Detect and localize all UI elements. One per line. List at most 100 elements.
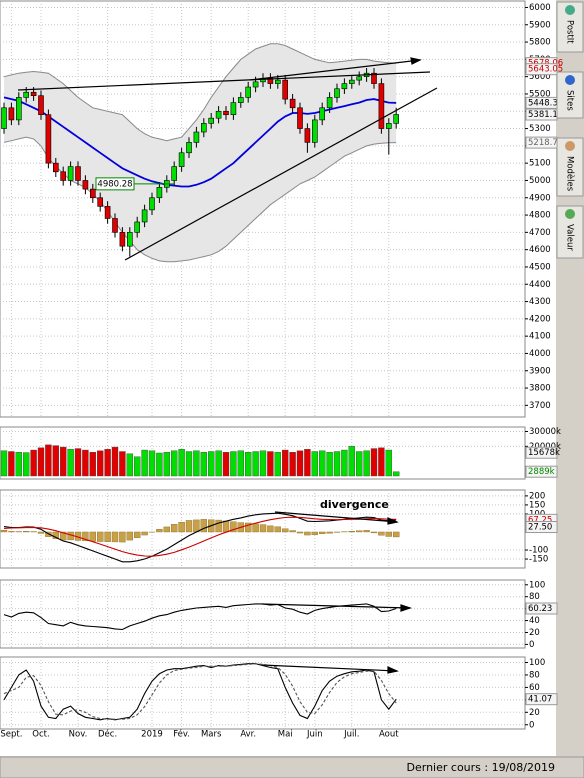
volume-bar (45, 444, 52, 477)
candle-body (52, 162, 59, 173)
histogram-bar (363, 530, 370, 533)
histogram-bar (111, 531, 119, 543)
candle-body (45, 114, 52, 164)
y-tick-label: 100 (529, 658, 545, 668)
candle-body (282, 79, 289, 100)
y-tick-label: 200 (529, 491, 545, 501)
histogram-bar (178, 522, 185, 533)
histogram-bar (82, 531, 89, 542)
histogram-bar (319, 531, 326, 534)
indicator-line (3, 96, 397, 188)
y-tick-label: 3700 (529, 401, 551, 411)
histogram-bar (393, 531, 400, 538)
volume-bar (178, 449, 185, 477)
volume-bar (141, 449, 148, 477)
volume-bar (82, 449, 89, 477)
x-tick-label: Oct. (32, 730, 49, 740)
y-tick-label: 4300 (529, 297, 551, 307)
candle-body (371, 72, 377, 84)
histogram-bar (385, 531, 392, 537)
volume-bar (215, 450, 222, 477)
y-tick-label: 30000k (529, 427, 561, 437)
x-tick-label: Fév. (173, 729, 190, 740)
volume-bar (207, 451, 215, 477)
histogram-bar (274, 526, 281, 533)
histogram-bar (141, 531, 148, 536)
y-tick-label: 4200 (529, 314, 551, 324)
x-tick-label: Juin (306, 730, 323, 740)
volume-bar (259, 450, 267, 477)
tab-label[interactable]: Modèles (565, 156, 576, 192)
volume-bar (148, 450, 156, 477)
value-tag-label: 2889k (528, 467, 555, 477)
candle-body (348, 79, 355, 84)
volume-bar (244, 452, 252, 477)
y-tick-label: 5300 (529, 124, 551, 134)
y-tick-label: 40 (529, 616, 540, 626)
histogram-bar (348, 531, 355, 533)
value-tag (525, 63, 558, 76)
x-tick-label: 2019 (141, 730, 163, 740)
arrow-head (387, 666, 399, 674)
candle-body (104, 206, 111, 219)
volume-bar (96, 450, 104, 477)
y-tick-label: 6000 (529, 3, 551, 13)
candle-body (274, 79, 281, 84)
support-line (124, 87, 438, 261)
side-tabs: PostIt Sites Modèles Valeur (556, 1, 584, 259)
candle-body (60, 171, 67, 181)
histogram-bar (37, 531, 45, 534)
candle-body (67, 166, 74, 181)
y-tick-label: 5600 (529, 72, 551, 82)
volume-bar (319, 450, 326, 477)
volume-bar (8, 451, 15, 477)
tab-label[interactable]: Sites (565, 90, 575, 111)
histogram-bar (311, 531, 318, 535)
histogram-bar (96, 531, 104, 542)
band-fill (4, 43, 397, 262)
y-tick-label: 4000 (529, 349, 551, 359)
y-tick-label: 150 (529, 500, 545, 510)
volume-bar (363, 450, 370, 477)
candle-body (156, 187, 163, 199)
y-tick-label: 4900 (529, 193, 551, 203)
y-tick-label: 4700 (529, 228, 551, 238)
status-bar (0, 756, 584, 778)
y-tick-label: 80 (529, 670, 540, 680)
volume-bar (133, 456, 141, 477)
y-tick-label: 80 (529, 592, 540, 602)
volume-bar (89, 452, 97, 477)
drawings (17, 57, 438, 674)
value-tag (525, 521, 558, 534)
arrow-head (400, 604, 412, 612)
value-tag-label: 67.25 (528, 515, 552, 525)
tab-label[interactable]: PostIt (565, 20, 575, 44)
y-tick-label: 5800 (529, 38, 551, 48)
histogram-bar (378, 531, 385, 536)
y-tick-label: 20 (529, 708, 540, 718)
candle-body (186, 142, 192, 154)
tab-icon (565, 209, 575, 219)
indicator-line (3, 663, 397, 721)
y-tick-label: 60 (529, 683, 540, 693)
y-tick-label: -100 (529, 546, 548, 556)
x-tick-label: Déc. (98, 729, 117, 740)
volume-bar (222, 452, 230, 477)
volume-bar (74, 448, 82, 477)
volume-bar (67, 449, 74, 477)
candle-body (289, 98, 296, 109)
candle-body (38, 95, 44, 116)
histogram-bar (193, 519, 200, 533)
volume-bar (170, 450, 178, 477)
candle-body (82, 180, 89, 190)
x-tick-label: Juil. (343, 730, 359, 740)
value-tag-label: 60.23 (528, 604, 552, 614)
histogram-bar (267, 525, 274, 533)
candle-body (8, 107, 15, 121)
y-tick-label: 3800 (529, 384, 551, 394)
tab-label[interactable]: Valeur (565, 224, 575, 251)
volume-bar (267, 451, 274, 477)
y-tick-label: 20 (529, 628, 540, 638)
volume-bar (393, 471, 400, 477)
